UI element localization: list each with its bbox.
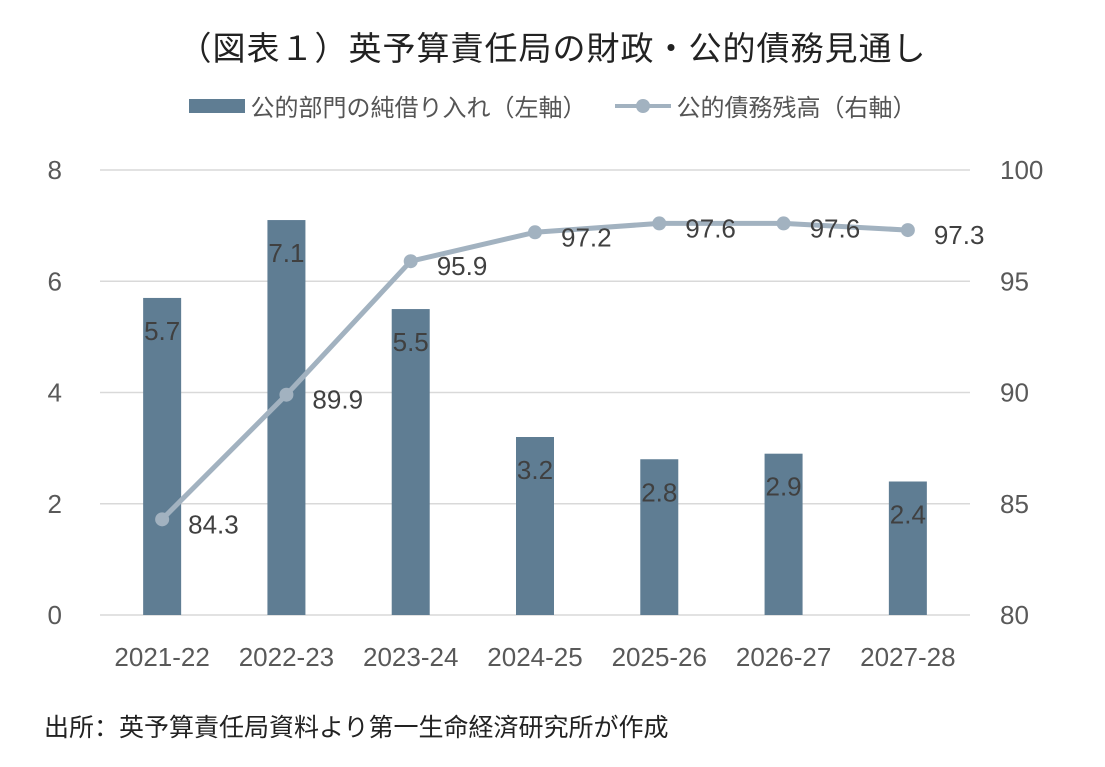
line-value-label: 89.9: [312, 385, 363, 415]
chart-title: （図表１）英予算責任局の財政・公的債務見通し: [178, 29, 927, 68]
bar: [764, 453, 803, 615]
x-tick-label: 2023-24: [363, 642, 458, 672]
bar-value-label: 2.8: [641, 477, 677, 507]
x-tick-label: 2024-25: [487, 642, 582, 672]
line-point: [403, 254, 418, 269]
x-tick-label: 2025-26: [612, 642, 707, 672]
legend-swatch-marker: [635, 98, 650, 113]
line-point: [279, 387, 294, 402]
y-left-tick-label: 4: [48, 378, 62, 408]
line-point: [652, 216, 667, 231]
line-point: [900, 223, 915, 238]
line-value-label: 84.3: [188, 509, 239, 539]
bar: [516, 437, 554, 615]
source-note: 出所：英予算責任局資料より第一生命経済研究所が作成: [44, 713, 669, 742]
line-point: [528, 225, 542, 240]
legend-swatch-line: [614, 98, 671, 113]
bar: [888, 481, 927, 615]
bar-value-label: 7.1: [268, 238, 304, 268]
line-value-label: 95.9: [437, 251, 488, 281]
y-left-tick-label: 6: [48, 266, 62, 296]
legend-item-net-borrowing: 公的部門の純借り入れ（左軸）: [188, 88, 587, 123]
bar-value-label: 3.2: [517, 455, 553, 485]
legend-swatch-bar: [188, 98, 245, 113]
data-labels: 5.7 7.1 5.5 3.2 2.8 2.9 2.4 84.3 89.9 95.9 97.2 97.…: [144, 213, 984, 539]
line-series: [155, 216, 915, 527]
x-tick-label: 2026-27: [736, 642, 831, 672]
legend-label-net-borrowing: 公的部門の純借り入れ（左軸）: [250, 94, 587, 122]
bar: [143, 297, 182, 615]
bar-value-label: 5.7: [144, 316, 180, 346]
bar: [640, 459, 679, 615]
y-left-tick-label: 0: [48, 600, 62, 630]
line-value-label: 97.3: [934, 220, 985, 250]
bar: [267, 220, 306, 615]
y-left-tick-label: 8: [48, 155, 62, 185]
bar: [391, 309, 430, 615]
chart-plot-area: 5.7 7.1 5.5 3.2 2.8 2.9 2.4 84.3 89.9 95.9 97.2 97.…: [48, 155, 1044, 672]
chart-legend: 公的部門の純借り入れ（左軸） 公的債務残高（右軸）: [0, 88, 1105, 123]
x-tick-label: 2022-23: [239, 642, 334, 672]
y-right-tick-label: 95: [1000, 266, 1029, 296]
line-value-label: 97.6: [685, 213, 736, 243]
line-value-label: 97.6: [810, 213, 861, 243]
y-right-tick-label: 85: [1000, 489, 1029, 519]
x-tick-label: 2027-28: [860, 642, 955, 672]
x-tick-label: 2021-22: [114, 642, 209, 672]
axis-labels: 0 2 4 6 8 80 85 90 95 100 2021-22 2022-23 2023-24 202…: [48, 155, 1044, 672]
legend-item-public-debt: 公的債務残高（右軸）: [614, 88, 917, 123]
bar-value-label: 5.5: [393, 327, 429, 357]
legend-label-public-debt: 公的債務残高（右軸）: [676, 94, 917, 122]
y-right-tick-label: 80: [1000, 600, 1029, 630]
y-right-tick-label: 90: [1000, 378, 1029, 408]
line-value-label: 97.2: [561, 222, 612, 252]
bar-series: [143, 220, 927, 615]
bar-value-label: 2.4: [890, 500, 926, 530]
y-right-tick-label: 100: [1000, 155, 1043, 185]
y-left-tick-label: 2: [48, 489, 62, 519]
line-point: [155, 512, 170, 527]
line-point: [776, 216, 791, 231]
bar-value-label: 2.9: [765, 472, 801, 502]
